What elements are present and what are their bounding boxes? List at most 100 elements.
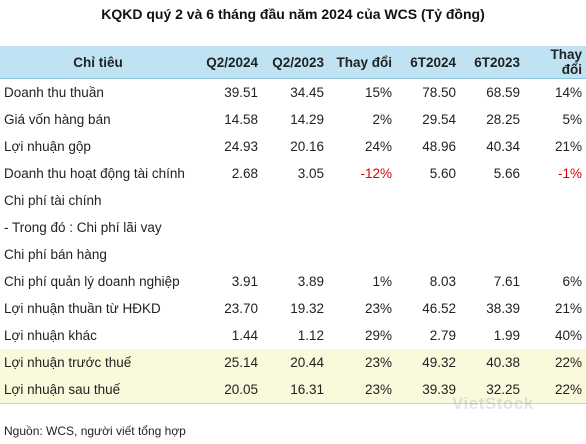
table-cell: 14% [554,85,582,100]
table-row: Chi phí bán hàng [0,241,586,268]
table-cell: 39.51 [224,85,258,100]
table-row: Lợi nhuận gộp 24.93 20.16 24% 48.96 40.34 21% [0,133,586,160]
table-cell [396,241,460,268]
table-cell: 6% [562,274,582,289]
table-body: Doanh thu thuần 39.51 34.45 15% 78.50 68.59 14… [0,79,586,404]
table-cell: 23% [328,376,396,404]
table-cell: 1% [372,274,392,289]
table-cell: 2.79 [429,328,456,343]
table-cell: 22% [524,376,586,404]
table-cell [262,214,328,241]
table-row: - Trong đó : Chi phí lãi vay [0,214,586,241]
table-cell: 8.03 [429,274,456,289]
table-row: Lợi nhuận sau thuế 20.05 16.31 23% 39.39 32.2… [0,376,586,404]
header-label: Chỉ tiêu [0,46,196,79]
table-row: Chi phí quản lý doanh nghiệp 3.91 3.89 1% 8.… [0,268,586,295]
table-cell: -1% [557,166,582,181]
table-cell [262,241,328,268]
table-header: Chỉ tiêu Q2/2024 Q2/2023 Thay đổi 6T2024 6T20… [0,46,586,79]
table-cell: 2.68 [231,166,258,181]
row-label: Doanh thu hoạt động tài chính [4,166,185,181]
table-cell: 29.54 [422,112,456,127]
table-cell: 40.34 [486,139,520,154]
table-cell: 14.58 [224,112,258,127]
header-col-4: 6T2024 [396,46,460,79]
table-row: Lợi nhuận thuần từ HĐKD 23.70 19.32 23% 46.5… [0,295,586,322]
table-cell: 1.12 [297,328,324,343]
header-col-3: Thay đổi [328,46,396,79]
table-cell [524,214,586,241]
table-cell: 20.44 [262,349,328,376]
table-cell [328,241,396,268]
header-col-1: Q2/2024 [196,46,262,79]
table-cell [196,214,262,241]
table-row: Chi phí tài chính [0,187,586,214]
table-cell [524,187,586,214]
table-cell: 40% [554,328,582,343]
table-row: Lợi nhuận trước thuế 25.14 20.44 23% 49.32 40… [0,349,586,376]
table-cell: 14.29 [290,112,324,127]
table-cell: 3.91 [231,274,258,289]
table-cell [262,187,328,214]
table-cell: 21% [554,301,582,316]
row-label: Lợi nhuận khác [4,328,97,343]
table-cell: 32.25 [460,376,524,404]
source-note: Nguồn: WCS, người viết tổng hợp [4,424,186,438]
table-cell: 34.45 [290,85,324,100]
report-title: KQKD quý 2 và 6 tháng đầu năm 2024 của W… [101,6,485,22]
table-cell: 22% [524,349,586,376]
table-cell: -12% [360,166,392,181]
table-cell: 78.50 [422,85,456,100]
table-row: Doanh thu hoạt động tài chính 2.68 3.05 -12… [0,160,586,187]
table-cell: 23% [364,301,392,316]
row-label: Lợi nhuận sau thuế [0,376,196,404]
table-cell: 49.32 [396,349,460,376]
row-label: - Trong đó : Chi phí lãi vay [4,220,162,235]
table-cell: 20.05 [196,376,262,404]
table-cell: 28.25 [486,112,520,127]
header-col-2: Q2/2023 [262,46,328,79]
table-cell: 29% [364,328,392,343]
table-cell: 5% [562,112,582,127]
table-cell: 2% [372,112,392,127]
table-cell: 40.38 [460,349,524,376]
table-cell [328,187,396,214]
row-label: Giá vốn hàng bán [4,112,111,127]
row-label: Lợi nhuận trước thuế [0,349,196,376]
row-label: Lợi nhuận gộp [4,139,91,154]
table-cell: 20.16 [290,139,324,154]
table-cell: 5.66 [493,166,520,181]
header-col-6: Thay đổi [524,46,586,79]
table-cell: 39.39 [396,376,460,404]
table-cell [524,241,586,268]
table-cell [396,187,460,214]
table-cell: 15% [364,85,392,100]
table-row: Lợi nhuận khác 1.44 1.12 29% 2.79 1.99 40% [0,322,586,349]
header-col-5: 6T2023 [460,46,524,79]
table-cell: 68.59 [486,85,520,100]
table-cell [460,214,524,241]
table-row: Giá vốn hàng bán 14.58 14.29 2% 29.54 28.25 5% [0,106,586,133]
results-table: Chỉ tiêu Q2/2024 Q2/2023 Thay đổi 6T2024 6T20… [0,46,586,404]
table-cell: 1.99 [493,328,520,343]
table-cell: 19.32 [290,301,324,316]
table-cell: 48.96 [422,139,456,154]
table-cell: 46.52 [422,301,456,316]
row-label: Chi phí bán hàng [4,247,107,262]
table-cell [460,241,524,268]
table-cell: 38.39 [486,301,520,316]
table-cell: 24.93 [224,139,258,154]
table-cell: 25.14 [196,349,262,376]
table-cell [396,214,460,241]
table-cell [328,214,396,241]
row-label: Chi phí tài chính [4,193,102,208]
table-cell: 7.61 [493,274,520,289]
table-cell: 23.70 [224,301,258,316]
table-cell [460,187,524,214]
table-row: Doanh thu thuần 39.51 34.45 15% 78.50 68.59 14… [0,79,586,107]
table-cell: 1.44 [231,328,258,343]
row-label: Doanh thu thuần [4,85,104,100]
row-label: Lợi nhuận thuần từ HĐKD [4,301,161,316]
table-cell: 16.31 [262,376,328,404]
row-label: Chi phí quản lý doanh nghiệp [4,274,180,289]
